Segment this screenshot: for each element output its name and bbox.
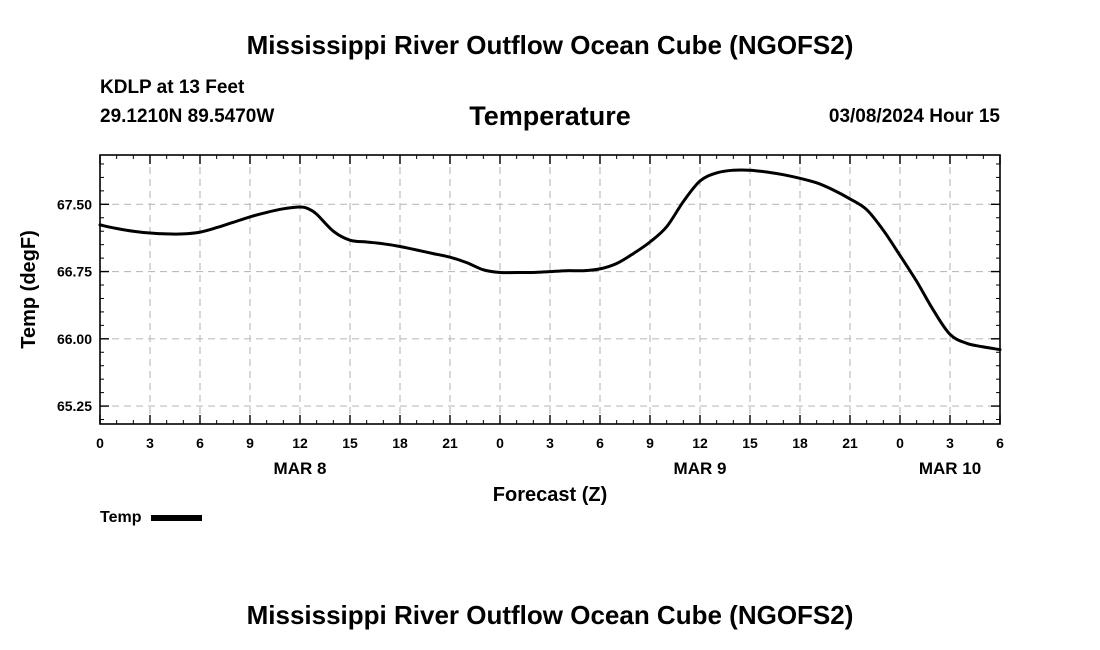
x-axis-label: Forecast (Z) xyxy=(493,484,607,506)
x-tick-label: 12 xyxy=(292,435,308,451)
x-tick-label: 15 xyxy=(342,435,358,451)
x-tick-label: 3 xyxy=(946,435,954,451)
x-tick-label: 18 xyxy=(392,435,408,451)
date-label: MAR 9 xyxy=(674,459,727,478)
footer-title: Mississippi River Outflow Ocean Cube (NG… xyxy=(246,600,854,630)
y-tick-label: 65.25 xyxy=(57,398,92,414)
y-tick-label: 66.00 xyxy=(57,331,92,347)
x-tick-label: 6 xyxy=(596,435,604,451)
x-tick-label: 3 xyxy=(146,435,154,451)
x-tick-label: 6 xyxy=(196,435,204,451)
chart-title: Mississippi River Outflow Ocean Cube (NG… xyxy=(246,30,854,60)
plot-frame xyxy=(99,154,1001,425)
y-tick-label: 67.50 xyxy=(57,196,92,212)
legend-line-swatch xyxy=(151,515,203,521)
x-tick-label: 18 xyxy=(792,435,808,451)
x-tick-label: 9 xyxy=(646,435,654,451)
chart-subtitle: Temperature xyxy=(469,101,631,131)
legend: Temp xyxy=(100,509,203,527)
x-tick-label: 3 xyxy=(546,435,554,451)
forecast-run-time: 03/08/2024 Hour 15 xyxy=(828,106,1000,127)
x-tick-label: 0 xyxy=(96,435,104,451)
x-tick-label: 0 xyxy=(896,435,904,451)
legend-label: Temp xyxy=(100,509,142,526)
y-axis-label: Temp (degF) xyxy=(18,230,40,349)
x-tick-label: 21 xyxy=(442,435,458,451)
date-label: MAR 8 xyxy=(274,459,327,478)
station-coordinates: 29.1210N 89.5470W xyxy=(100,106,275,127)
x-tick-label: 0 xyxy=(496,435,504,451)
series-line-temp xyxy=(98,168,1002,352)
x-tick-label: 15 xyxy=(742,435,758,451)
x-tick-label: 12 xyxy=(692,435,708,451)
y-tick-label: 66.75 xyxy=(57,264,92,280)
x-tick-label: 6 xyxy=(996,435,1004,451)
x-tick-label: 9 xyxy=(246,435,254,451)
station-label: KDLP at 13 Feet xyxy=(100,77,245,98)
x-tick-label: 21 xyxy=(842,435,858,451)
date-label: MAR 10 xyxy=(919,459,981,478)
